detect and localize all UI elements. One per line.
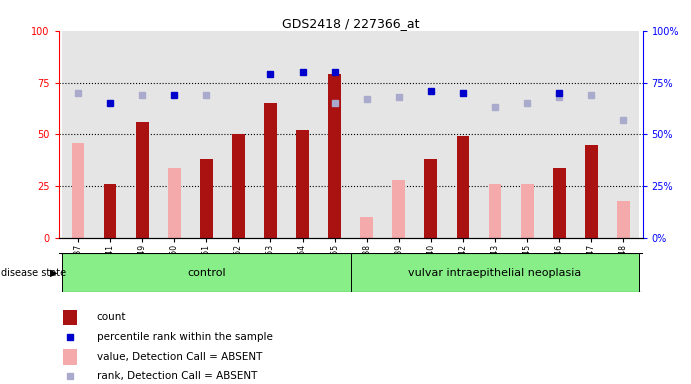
Bar — [254, 31, 287, 238]
Bar — [383, 31, 415, 238]
Bar — [62, 253, 350, 292]
Text: count: count — [97, 312, 126, 322]
Bar — [575, 31, 607, 238]
Text: value, Detection Call = ABSENT: value, Detection Call = ABSENT — [97, 352, 262, 362]
Text: vulvar intraepithelial neoplasia: vulvar intraepithelial neoplasia — [408, 268, 582, 278]
Bar — [585, 145, 598, 238]
Bar — [457, 136, 469, 238]
Bar — [190, 31, 223, 238]
Bar — [232, 134, 245, 238]
Bar — [392, 180, 405, 238]
Text: rank, Detection Call = ABSENT: rank, Detection Call = ABSENT — [97, 371, 257, 381]
Bar — [94, 31, 126, 238]
Bar — [617, 201, 630, 238]
Bar — [64, 349, 77, 365]
Bar — [319, 31, 350, 238]
Text: control: control — [187, 268, 226, 278]
Bar — [168, 167, 180, 238]
Bar — [553, 167, 566, 238]
Bar — [72, 143, 84, 238]
Bar — [511, 31, 543, 238]
Bar — [447, 31, 479, 238]
Bar — [296, 130, 309, 238]
Bar — [489, 184, 502, 238]
Bar — [104, 184, 117, 238]
Bar — [158, 31, 190, 238]
Bar — [543, 31, 575, 238]
Bar — [200, 159, 213, 238]
Title: GDS2418 / 227366_at: GDS2418 / 227366_at — [282, 17, 419, 30]
Bar — [360, 217, 373, 238]
Bar — [521, 184, 533, 238]
Bar — [126, 31, 158, 238]
Bar — [479, 31, 511, 238]
Bar — [607, 31, 639, 238]
Bar — [415, 31, 447, 238]
Bar — [424, 159, 437, 238]
Text: disease state: disease state — [1, 268, 66, 278]
Bar — [64, 310, 77, 325]
Bar — [287, 31, 319, 238]
Bar — [350, 253, 639, 292]
Bar — [264, 103, 277, 238]
Text: percentile rank within the sample: percentile rank within the sample — [97, 332, 272, 342]
Bar — [350, 31, 383, 238]
Bar — [223, 31, 254, 238]
Bar — [135, 122, 149, 238]
Bar — [328, 74, 341, 238]
Text: ▶: ▶ — [50, 268, 58, 278]
Bar — [62, 31, 94, 238]
